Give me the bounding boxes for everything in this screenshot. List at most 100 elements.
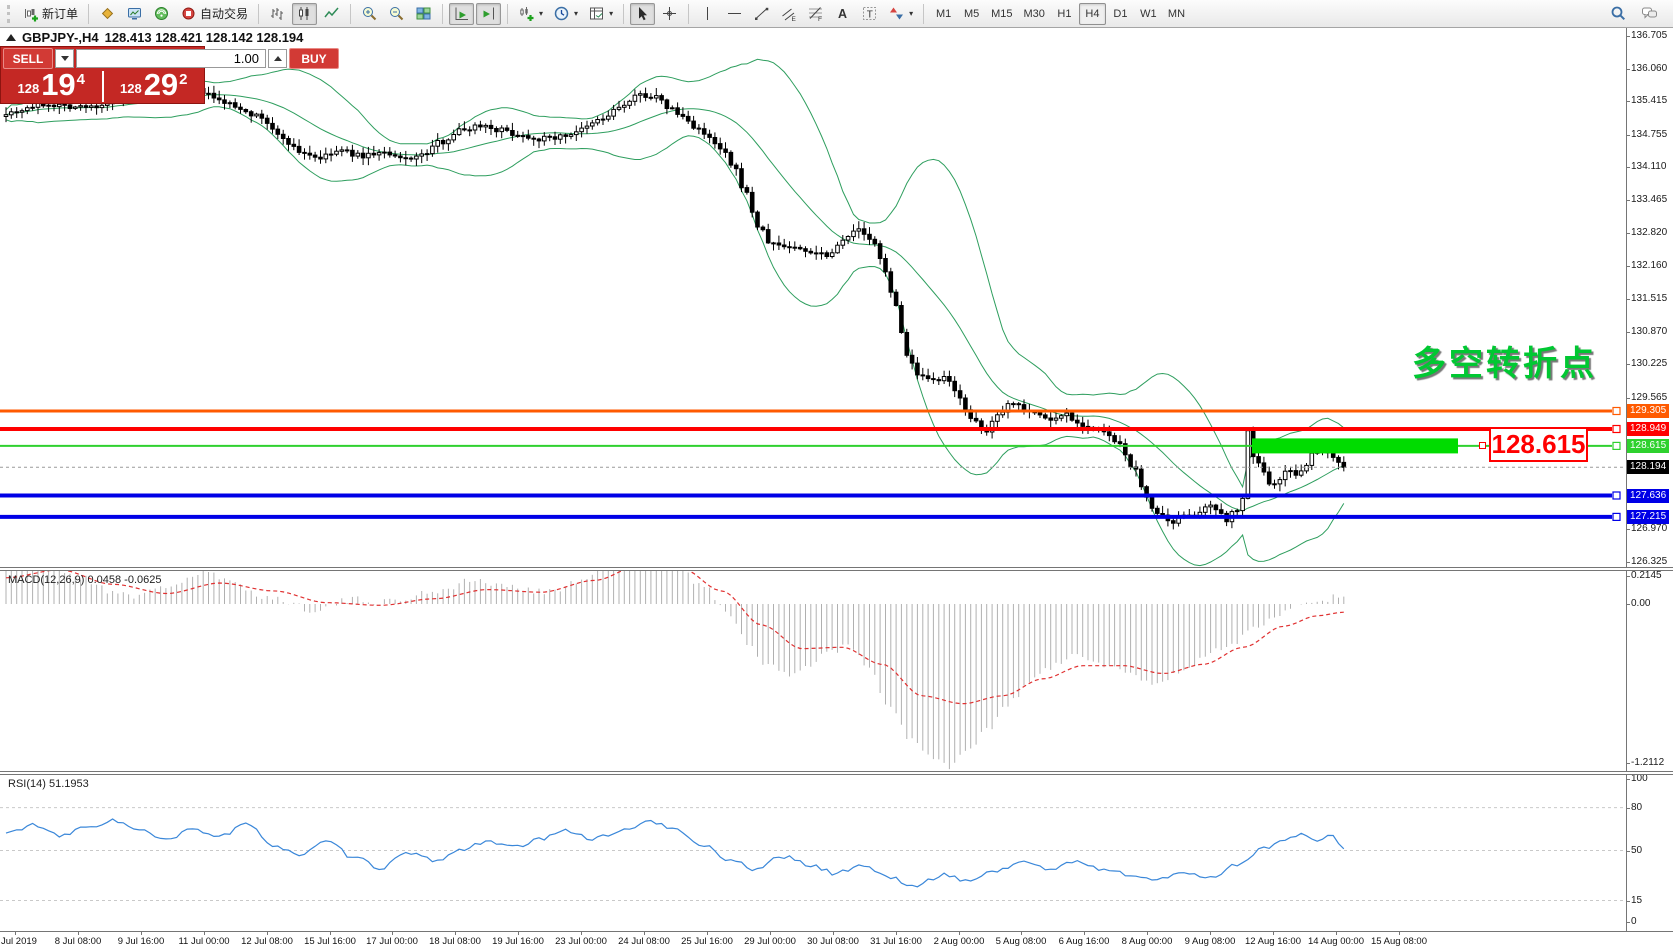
volume-input[interactable] xyxy=(76,49,266,68)
vertical-line-tool-button[interactable] xyxy=(695,3,720,25)
price-axis-label: 134.755 xyxy=(1631,129,1668,140)
time-axis-label: 9 Aug 08:00 xyxy=(1184,936,1236,947)
signals-button[interactable] xyxy=(149,3,174,25)
auto-scroll-button[interactable] xyxy=(449,2,475,25)
price-axis-label: 132.160 xyxy=(1631,260,1668,271)
market-watch-button[interactable] xyxy=(122,3,147,25)
cursor-icon xyxy=(639,7,648,21)
arrows-tool-button[interactable]: ▾ xyxy=(884,3,917,25)
fibonacci-icon: F xyxy=(809,7,823,22)
time-axis-tick xyxy=(644,931,645,935)
price-axis-label: 130.870 xyxy=(1631,326,1668,337)
autotrading-label: 自动交易 xyxy=(200,7,249,21)
autotrading-button[interactable]: 自动交易 xyxy=(176,3,252,25)
line-chart-button[interactable] xyxy=(319,3,344,25)
time-axis-tick xyxy=(141,931,142,935)
buy-price-display[interactable]: 128 29 2 xyxy=(119,67,188,102)
time-axis-label: 19 Jul 16:00 xyxy=(492,936,544,947)
candlestick-chart-button[interactable] xyxy=(292,2,318,25)
collapse-chart-icon[interactable] xyxy=(6,34,16,41)
zoom-out-button[interactable] xyxy=(384,3,409,25)
timeframe-button-M30[interactable]: M30 xyxy=(1023,7,1045,20)
zoom-in-button[interactable] xyxy=(357,3,382,25)
crosshair-tool-button[interactable] xyxy=(657,3,682,25)
ohlc-values: 128.413 128.421 128.142 128.194 xyxy=(104,30,304,45)
bar-chart-button[interactable] xyxy=(265,3,290,25)
new-order-button[interactable]: 新订单 xyxy=(18,3,82,25)
level-price-tag: 128.615 xyxy=(1627,439,1670,453)
indicators-button[interactable]: ▾ xyxy=(514,3,547,25)
channel-tool-button[interactable]: E xyxy=(776,3,801,25)
sell-button[interactable]: SELL xyxy=(3,48,53,69)
trendline-icon xyxy=(755,7,769,20)
rsi-pane[interactable] xyxy=(0,775,1626,931)
symbol-period-label: GBPJPY-,H4 xyxy=(22,30,99,45)
price-axis-line xyxy=(1626,28,1627,931)
time-axis-label: 9 Jul 16:00 xyxy=(117,936,165,947)
rsi-axis-tick xyxy=(1626,851,1630,852)
new-order-icon xyxy=(25,9,38,22)
price-axis-tick xyxy=(1626,364,1630,365)
arrows-icon xyxy=(890,7,904,20)
market-watch-icon xyxy=(128,8,142,20)
time-axis-tick xyxy=(1399,931,1400,935)
navigator-button[interactable] xyxy=(95,3,120,25)
pane-divider[interactable] xyxy=(0,567,1673,571)
volume-decrease-button[interactable] xyxy=(55,49,74,68)
time-axis-tick xyxy=(204,931,205,935)
price-axis-label: 130.225 xyxy=(1631,358,1668,369)
time-axis-label: 15 Jul 16:00 xyxy=(304,936,356,947)
time-axis-label: 31 Jul 16:00 xyxy=(870,936,922,947)
time-axis-tick xyxy=(78,931,79,935)
rsi-axis-tick xyxy=(1626,779,1630,780)
community-chat-button[interactable] xyxy=(1637,3,1662,25)
fibonacci-tool-button[interactable]: F xyxy=(803,3,828,25)
price-chart-pane[interactable] xyxy=(0,28,1626,567)
rsi-axis-tick xyxy=(1626,808,1630,809)
time-axis-tick xyxy=(455,931,456,935)
text-tool-icon: A xyxy=(838,7,847,21)
svg-text:E: E xyxy=(792,16,797,22)
periods-button[interactable]: ▾ xyxy=(549,3,582,25)
text-tool-button[interactable]: A xyxy=(830,3,855,25)
sell-price-display[interactable]: 128 19 4 xyxy=(17,67,86,102)
timeframe-button-MN[interactable]: MN xyxy=(1167,7,1186,20)
cursor-tool-button[interactable] xyxy=(630,2,656,25)
zoom-in-icon xyxy=(363,7,377,21)
svg-text:T: T xyxy=(867,10,873,21)
macd-axis-label: 0.2145 xyxy=(1631,570,1662,581)
timeframe-button-D1[interactable]: D1 xyxy=(1113,7,1128,20)
templates-button[interactable]: ▾ xyxy=(584,3,617,25)
timeframe-button-W1[interactable]: W1 xyxy=(1140,7,1157,20)
horizontal-line-tool-button[interactable] xyxy=(722,3,747,25)
time-axis-tick xyxy=(1147,931,1148,935)
time-axis-label: 8 Aug 00:00 xyxy=(1121,936,1173,947)
search-button[interactable] xyxy=(1606,3,1631,25)
text-label-tool-button[interactable]: T xyxy=(857,3,882,25)
tile-windows-button[interactable] xyxy=(411,3,436,25)
rsi-axis-label: 100 xyxy=(1631,773,1648,784)
trendline-tool-button[interactable] xyxy=(749,3,774,25)
rsi-axis-label: 50 xyxy=(1631,845,1643,856)
timeframe-button-H4[interactable]: H4 xyxy=(1078,2,1106,25)
time-axis-label: 25 Jul 16:00 xyxy=(681,936,733,947)
time-axis-tick xyxy=(1336,931,1337,935)
time-axis-tick xyxy=(770,931,771,935)
timeframe-button-M15[interactable]: M15 xyxy=(991,7,1013,20)
price-axis-label: 133.465 xyxy=(1631,194,1668,205)
time-axis-label: 2 Aug 00:00 xyxy=(933,936,985,947)
volume-increase-button[interactable] xyxy=(268,49,287,68)
time-axis-label: 18 Jul 08:00 xyxy=(429,936,481,947)
price-axis-tick xyxy=(1626,36,1630,37)
timeframe-button-M1[interactable]: M1 xyxy=(935,7,952,20)
timeframe-button-H1[interactable]: H1 xyxy=(1057,7,1072,20)
chart-shift-button[interactable] xyxy=(476,2,502,25)
price-callout-label[interactable]: 128.615 xyxy=(1489,427,1588,462)
buy-button[interactable]: BUY xyxy=(289,48,339,69)
timeframe-button-M5[interactable]: M5 xyxy=(963,7,980,20)
pane-divider[interactable] xyxy=(0,771,1673,775)
price-axis-label: 134.110 xyxy=(1631,161,1667,172)
level-price-tag: 127.636 xyxy=(1627,489,1670,503)
macd-pane[interactable] xyxy=(0,571,1626,771)
